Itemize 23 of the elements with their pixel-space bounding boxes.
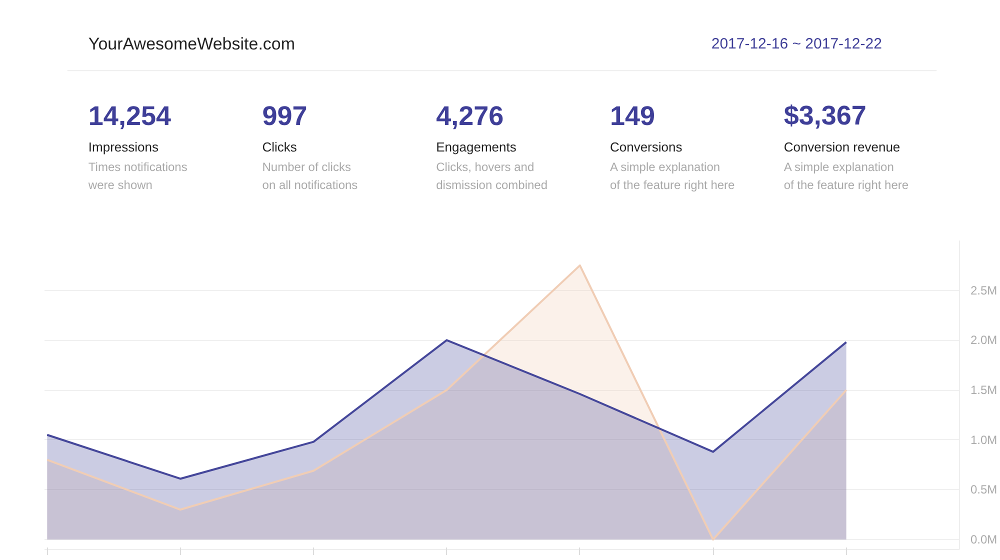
text: Engagements [436, 140, 517, 155]
y-tick-label: 0.5M [970, 482, 998, 497]
y-tick-label: 1.0M [970, 432, 998, 447]
text: 14,254 [88, 101, 172, 132]
text: Clicks, hovers and dismission combined [436, 160, 548, 192]
text: 2017-12-16 ~ 2017-12-22 [711, 35, 882, 52]
y-tick-label: 1.5M [970, 383, 998, 398]
text: Impressions [88, 140, 159, 155]
text: Times notifications were shown [87, 160, 188, 192]
y-tick-label: 2.0M [970, 333, 998, 348]
text: Conversion revenue [784, 140, 900, 155]
text: Clicks [262, 140, 298, 155]
text: 997 [262, 101, 308, 132]
text: Number of clicks on all notifications [262, 160, 358, 192]
text: 149 [610, 101, 656, 132]
text: 4,276 [436, 101, 504, 132]
text: Conversions [610, 140, 683, 155]
text: $3,367 [784, 100, 866, 131]
y-tick-label: 2.5M [970, 283, 998, 298]
text: A simple explanation of the feature right here [784, 160, 909, 192]
y-tick-label: 0.0M [970, 532, 998, 547]
text: A simple explanation of the feature right here [610, 160, 736, 192]
text: YourAwesomeWebsite.com [88, 34, 296, 54]
